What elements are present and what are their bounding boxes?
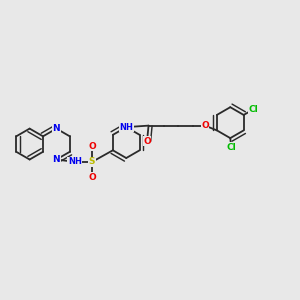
Text: NH: NH bbox=[119, 123, 133, 132]
Text: O: O bbox=[143, 136, 151, 146]
Text: O: O bbox=[88, 173, 96, 182]
Text: S: S bbox=[89, 158, 95, 166]
Text: N: N bbox=[52, 155, 60, 164]
Text: N: N bbox=[52, 124, 60, 133]
Text: Cl: Cl bbox=[226, 142, 236, 152]
Text: NH: NH bbox=[68, 158, 82, 166]
Text: Cl: Cl bbox=[248, 105, 258, 114]
Text: O: O bbox=[88, 142, 96, 151]
Text: O: O bbox=[201, 121, 209, 130]
